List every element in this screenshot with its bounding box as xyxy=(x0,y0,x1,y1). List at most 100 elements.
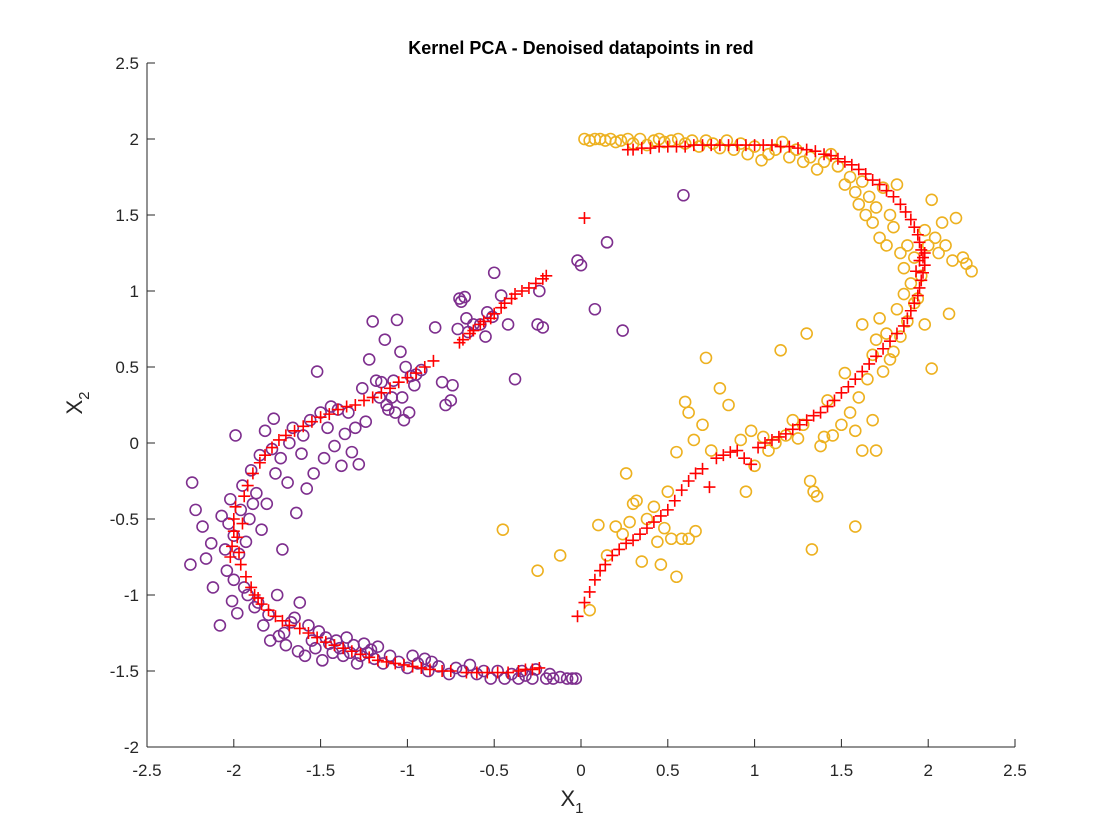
denoised-point xyxy=(406,660,419,673)
data-point xyxy=(838,366,852,380)
data-point xyxy=(647,500,661,514)
denoised-point xyxy=(866,174,879,187)
denoised-point xyxy=(901,312,914,325)
denoised-point xyxy=(288,424,301,437)
denoised-point xyxy=(890,327,903,340)
data-point xyxy=(689,524,702,538)
data-point xyxy=(531,564,544,577)
data-point xyxy=(281,476,294,489)
data-point xyxy=(939,239,952,252)
denoised-point xyxy=(337,642,350,655)
denoised-point xyxy=(444,665,457,677)
data-point xyxy=(720,134,734,147)
x-axis-label-main: X xyxy=(560,786,575,811)
denoised-point xyxy=(583,585,596,598)
denoised-point xyxy=(913,281,926,294)
data-point xyxy=(883,353,897,366)
data-point xyxy=(229,429,242,442)
denoised-point xyxy=(731,444,744,457)
data-point xyxy=(362,353,376,366)
data-point xyxy=(866,216,879,229)
denoised-point xyxy=(594,564,607,577)
denoised-point xyxy=(904,304,917,317)
y-tick-label: 0.5 xyxy=(115,358,139,377)
data-point xyxy=(805,543,819,556)
denoised-point xyxy=(682,475,695,487)
denoised-point xyxy=(654,509,667,522)
denoised-point xyxy=(824,149,837,162)
data-point xyxy=(428,321,442,334)
data-point xyxy=(739,485,753,498)
data-point xyxy=(298,649,312,663)
data-point xyxy=(345,445,359,459)
denoised-point xyxy=(252,592,265,605)
y-tick-label: 2 xyxy=(130,130,139,149)
data-point xyxy=(873,312,886,325)
denoised-point xyxy=(842,380,855,393)
data-point xyxy=(748,459,761,473)
data-point xyxy=(890,302,904,316)
data-point xyxy=(862,190,876,204)
data-point xyxy=(199,552,213,565)
data-point xyxy=(553,549,567,562)
data-point xyxy=(369,374,383,387)
data-point xyxy=(184,558,197,571)
data-point xyxy=(897,261,911,275)
y-tick-label: 1.5 xyxy=(115,206,139,225)
data-point xyxy=(855,444,869,457)
data-point xyxy=(288,611,301,625)
denoised-point xyxy=(363,651,376,664)
denoised-point xyxy=(661,503,674,516)
data-point xyxy=(293,596,307,609)
denoised-point xyxy=(236,517,249,530)
data-point xyxy=(257,619,270,632)
data-point xyxy=(508,372,522,386)
data-point xyxy=(258,424,272,438)
denoised-point xyxy=(397,658,410,671)
data-point xyxy=(619,467,633,480)
denoised-point xyxy=(233,546,246,559)
denoised-point xyxy=(687,139,700,152)
data-point xyxy=(310,365,324,378)
data-point xyxy=(283,436,296,450)
data-point xyxy=(279,638,293,652)
denoised-point xyxy=(259,449,272,462)
denoised-point xyxy=(272,433,285,446)
data-point xyxy=(213,619,227,632)
data-point xyxy=(696,418,709,432)
data-point xyxy=(432,660,445,673)
denoised-point xyxy=(793,418,806,431)
denoised-point xyxy=(877,342,890,355)
denoised-point xyxy=(311,631,324,644)
denoised-point xyxy=(772,430,785,443)
denoised-point xyxy=(859,167,872,180)
data-point xyxy=(553,670,567,684)
denoised-point xyxy=(392,376,405,389)
denoised-point xyxy=(366,391,379,404)
y-tick-label: -1.5 xyxy=(110,662,139,681)
data-point xyxy=(887,220,900,234)
data-point xyxy=(588,302,602,316)
data-point xyxy=(883,208,897,222)
data-point xyxy=(734,433,748,447)
x-axis-label: X1 xyxy=(560,786,583,817)
denoised-point xyxy=(913,254,926,267)
denoised-point xyxy=(328,639,341,652)
denoised-point xyxy=(627,534,640,547)
data-point xyxy=(855,175,869,188)
denoised-point xyxy=(470,666,483,679)
denoised-point xyxy=(613,543,626,556)
denoised-point xyxy=(856,365,869,378)
data-point xyxy=(402,406,416,419)
denoised-point xyxy=(908,297,921,310)
data-point xyxy=(866,348,879,362)
data-point xyxy=(651,535,664,549)
data-point xyxy=(741,147,754,161)
data-point xyxy=(600,236,614,249)
denoised-point xyxy=(915,274,928,287)
data-point xyxy=(921,239,935,252)
data-point xyxy=(277,626,291,640)
denoised-point xyxy=(814,406,827,419)
denoised-point xyxy=(571,610,584,623)
y-ticks: -2 -1.5 -1 -0.5 0 0.5 1 1.5 2 2.5 xyxy=(110,54,155,757)
